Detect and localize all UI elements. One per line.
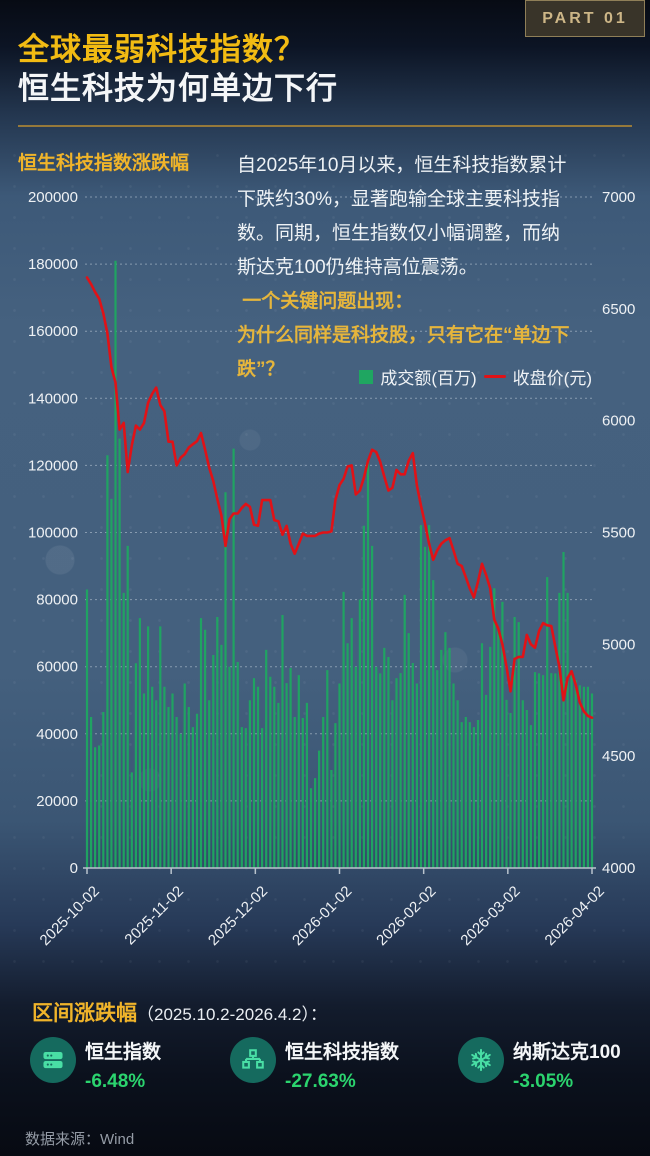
svg-text:2025-10-02: 2025-10-02 bbox=[37, 883, 103, 949]
paragraph-line: 斯达克100仍维持高位震荡。 bbox=[237, 257, 478, 278]
svg-text:80000: 80000 bbox=[36, 592, 78, 609]
svg-text:4000: 4000 bbox=[602, 860, 635, 877]
stat-label: 恒生指数 bbox=[85, 1042, 162, 1063]
svg-text:7000: 7000 bbox=[602, 189, 635, 206]
data-source: 数据来源：Wind bbox=[25, 1131, 135, 1148]
stat-hang-seng-tech-index: 恒生科技指数 -27.63% bbox=[230, 1037, 399, 1093]
paragraph-line: 数。同期，恒生指数仅小幅调整，而纳 bbox=[237, 223, 561, 244]
page-title-line1: 全球最弱科技指数？ bbox=[18, 32, 306, 67]
svg-text:60000: 60000 bbox=[36, 659, 78, 676]
svg-text:5500: 5500 bbox=[602, 525, 635, 542]
x-axis-labels: 2025-10-02 2025-11-02 2025-12-02 2026-01-02… bbox=[37, 883, 608, 949]
x-axis-ticks bbox=[86, 868, 593, 874]
stat-change: -27.63% bbox=[285, 1071, 356, 1092]
left-axis-labels: 0 20000 40000 60000 80000 100000 120000 140000 1… bbox=[28, 189, 78, 877]
part-badge: PART 01 bbox=[525, 0, 645, 37]
svg-text:160000: 160000 bbox=[28, 323, 78, 340]
summary-period: （2025.10.2-2026.4.2）： bbox=[137, 1005, 327, 1024]
question-line: 跌”？ bbox=[237, 359, 285, 380]
svg-text:100000: 100000 bbox=[28, 525, 78, 542]
volume-legend-label: 成交额(百万) bbox=[380, 369, 477, 388]
right-axis-labels: 4000 4500 5000 5500 6000 6500 7000 bbox=[602, 189, 635, 877]
svg-text:5000: 5000 bbox=[602, 636, 635, 653]
snowflake-icon bbox=[458, 1037, 504, 1083]
sitemap-icon bbox=[230, 1037, 276, 1083]
question-line: 一个关键问题出现： bbox=[237, 291, 414, 312]
svg-text:120000: 120000 bbox=[28, 457, 78, 474]
price-legend-line-icon bbox=[483, 375, 506, 378]
svg-text:40000: 40000 bbox=[36, 726, 78, 743]
chart-title: 恒生科技指数涨跌幅 bbox=[18, 153, 190, 174]
summary-title: 区间涨跌幅 bbox=[32, 1002, 137, 1025]
stat-change: -3.05% bbox=[513, 1071, 574, 1092]
svg-text:2026-03-02: 2026-03-02 bbox=[457, 883, 523, 949]
summary-header: 区间涨跌幅 （2025.10.2-2026.4.2）： bbox=[32, 997, 327, 1027]
svg-text:200000: 200000 bbox=[28, 189, 78, 206]
svg-text:2025-12-02: 2025-12-02 bbox=[205, 883, 271, 949]
svg-text:2026-01-02: 2026-01-02 bbox=[289, 883, 355, 949]
svg-text:0: 0 bbox=[70, 860, 78, 877]
paragraph-line: 自2025年10月以来，恒生科技指数累计 bbox=[237, 155, 567, 176]
svg-text:20000: 20000 bbox=[36, 793, 78, 810]
svg-text:2026-04-02: 2026-04-02 bbox=[542, 883, 608, 949]
stat-hang-seng-index: 恒生指数 -6.48% bbox=[30, 1037, 161, 1093]
page-title-line2: 恒生科技为何单边下行 bbox=[18, 71, 338, 106]
price-legend-label: 收盘价(元) bbox=[512, 369, 592, 388]
chart-legend: 成交额(百万) 收盘价(元) bbox=[350, 364, 592, 389]
svg-text:4500: 4500 bbox=[602, 748, 635, 765]
svg-text:6500: 6500 bbox=[602, 301, 635, 318]
svg-text:140000: 140000 bbox=[28, 390, 78, 407]
stat-change: -6.48% bbox=[85, 1071, 146, 1092]
volume-legend-swatch-icon bbox=[359, 369, 374, 384]
stat-label: 纳斯达克100 bbox=[513, 1042, 621, 1063]
question-line: 为什么同样是科技股，只有它在“单边下 bbox=[237, 325, 570, 346]
intro-paragraph: 自2025年10月以来，恒生科技指数累计 下跌约30%，显著跑输全球主要科技指 … bbox=[237, 149, 566, 285]
gold-divider bbox=[18, 125, 632, 127]
stat-label: 恒生科技指数 bbox=[285, 1042, 400, 1063]
svg-text:2026-02-02: 2026-02-02 bbox=[373, 883, 439, 949]
stack-icon bbox=[30, 1037, 76, 1083]
svg-text:2025-11-02: 2025-11-02 bbox=[121, 883, 186, 948]
key-question: 一个关键问题出现： 为什么同样是科技股，只有它在“单边下 跌”？ bbox=[237, 285, 570, 387]
close-price-line bbox=[85, 276, 594, 720]
svg-text:180000: 180000 bbox=[28, 256, 78, 273]
paragraph-line: 下跌约30%，显著跑输全球主要科技指 bbox=[237, 189, 561, 210]
svg-text:6000: 6000 bbox=[602, 413, 635, 430]
stat-nasdaq-100: 纳斯达克100 -3.05% bbox=[458, 1037, 621, 1093]
volume-bars bbox=[85, 260, 594, 868]
